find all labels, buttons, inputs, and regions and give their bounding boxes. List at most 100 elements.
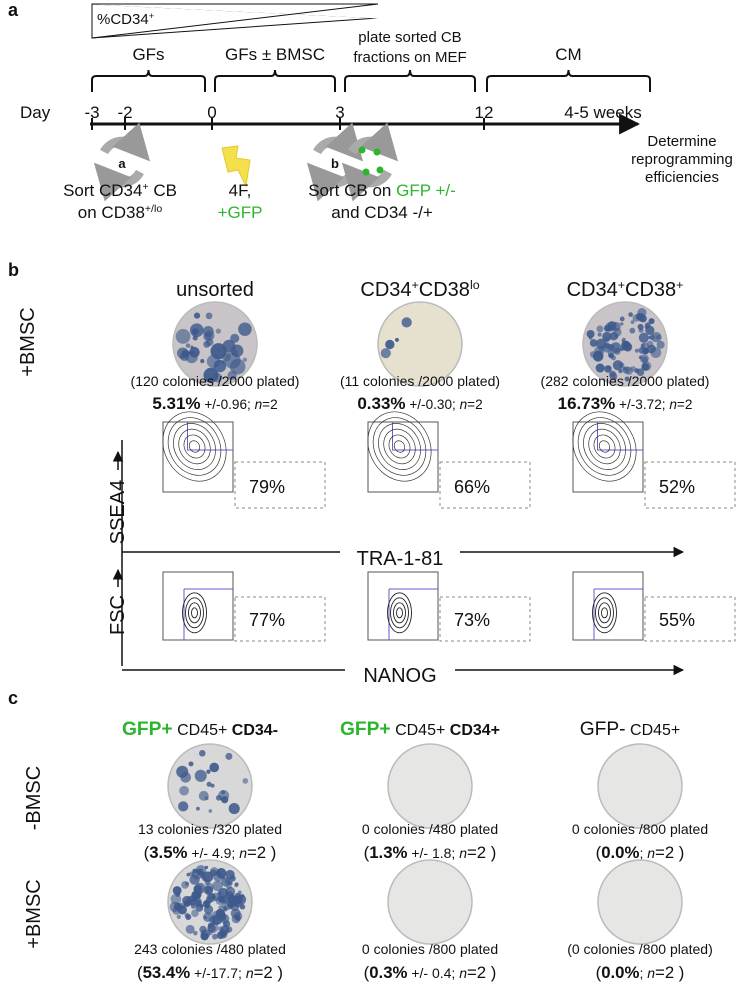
colony [181, 349, 190, 358]
timeline-tick-label-part: 3 [335, 103, 344, 122]
colony [215, 328, 222, 334]
phase-label: GFs ± BMSC [225, 45, 325, 64]
colony [636, 368, 645, 376]
percent-box [644, 596, 736, 642]
flow-contour [388, 434, 411, 459]
efficiency-part: n [246, 965, 254, 981]
colony [589, 339, 598, 347]
colony-count-part: (120 colonies /2000 plated) [131, 373, 300, 389]
colony [624, 376, 630, 382]
colony [213, 359, 227, 373]
timeline-label: Day [20, 103, 51, 122]
colony [225, 883, 232, 890]
colony [221, 900, 232, 911]
gradient-wedge-fix [92, 4, 378, 18]
flow-contour [588, 428, 621, 465]
plate [597, 859, 683, 945]
flow-contour [396, 607, 403, 619]
panel-label: b [8, 260, 19, 280]
efficiency: (0.0%; n=2 ) [596, 963, 685, 982]
phase-label: CM [555, 45, 581, 64]
flow-contour [182, 592, 207, 634]
colony-count-part: (0 colonies /800 plated) [567, 941, 713, 957]
colony [655, 334, 661, 340]
percent-box [439, 596, 531, 642]
condition-label-part: +BMSC [23, 879, 45, 948]
step-marker: a [118, 156, 126, 171]
column-header: CD34+CD38lo [360, 278, 479, 301]
phase-bracket [344, 69, 476, 92]
colony [192, 329, 197, 334]
efficiency-part: =2 ) [467, 963, 496, 982]
efficiency-part: +/-0.30; [406, 397, 460, 412]
colony [185, 914, 192, 920]
label-bg [345, 662, 455, 686]
colony [641, 362, 650, 371]
timeline-label-part: Day [20, 103, 51, 122]
colony-count: (282 colonies /2000 plated) [541, 373, 710, 389]
outcome-text: efficiencies [645, 169, 719, 186]
colony [194, 769, 207, 782]
colony [623, 340, 630, 347]
colony-count-part: 0 colonies /800 plated [362, 941, 498, 957]
timeline-tick-label: -3 [84, 103, 99, 122]
colony [210, 783, 215, 788]
colony [201, 876, 208, 882]
condition-label-part: -BMSC [23, 766, 45, 830]
percent-value-part: 79% [249, 477, 285, 497]
colony [185, 343, 191, 348]
colony [622, 366, 627, 371]
gfp-dot [362, 168, 370, 176]
colony [598, 345, 605, 352]
efficiency-part: n [647, 845, 655, 861]
percent-value-part: 55% [659, 610, 695, 630]
efficiency-part: =2 [677, 397, 693, 412]
colony [188, 901, 193, 906]
colony [209, 762, 220, 773]
timeline-tick-label: 3 [335, 103, 344, 122]
colony [193, 312, 201, 319]
column-header-part: CD45+ [391, 722, 450, 739]
step-text-part: 4F, [229, 181, 252, 200]
colony-count: 0 colonies /800 plated [572, 821, 708, 837]
flow-plot [572, 571, 644, 641]
efficiency-part: 1.3% [369, 843, 407, 862]
flow-contour [572, 411, 637, 482]
timeline-tick-label: -2 [117, 103, 132, 122]
efficiency: 5.31% +/-0.96; n=2 [152, 394, 277, 413]
efficiency: (53.4% +/-17.7; n=2 ) [137, 963, 283, 982]
colony [629, 327, 636, 334]
column-header: GFP- CD45+ [580, 719, 681, 740]
column-header-part: GFP+ [340, 719, 391, 740]
axis-title-part: TRA-1-81 [357, 548, 444, 570]
efficiency: 0.33% +/-0.30; n=2 [357, 394, 482, 413]
step-text-part: and CD34 -/+ [331, 203, 433, 222]
column-header: GFP+ CD45+ CD34+ [340, 719, 500, 740]
panel-label: a [8, 0, 19, 20]
colony [602, 343, 613, 353]
flow-gate [597, 422, 643, 451]
efficiency-part: n [647, 965, 655, 981]
colony [648, 318, 655, 325]
colony [185, 881, 189, 886]
colony [401, 317, 412, 328]
plate [387, 859, 473, 945]
efficiency: (0.0%; n=2 ) [596, 843, 685, 862]
colony [177, 905, 187, 915]
flow-contour [390, 597, 409, 629]
colony [395, 337, 399, 342]
colony [604, 365, 612, 373]
percent-value-part: 52% [659, 477, 695, 497]
phase-label: GFs [132, 45, 164, 64]
column-header-part: + [676, 278, 683, 292]
colony [189, 323, 204, 338]
step-text-part: CB [149, 181, 177, 200]
colony [225, 891, 234, 900]
gradient-edge [91, 3, 379, 39]
flow-contour [598, 602, 611, 624]
colony [602, 331, 612, 342]
timeline-tick-label-part: -3 [84, 103, 99, 122]
colony [618, 369, 623, 374]
efficiency-part: =2 ) [254, 963, 283, 982]
efficiency-part: n [239, 845, 247, 861]
